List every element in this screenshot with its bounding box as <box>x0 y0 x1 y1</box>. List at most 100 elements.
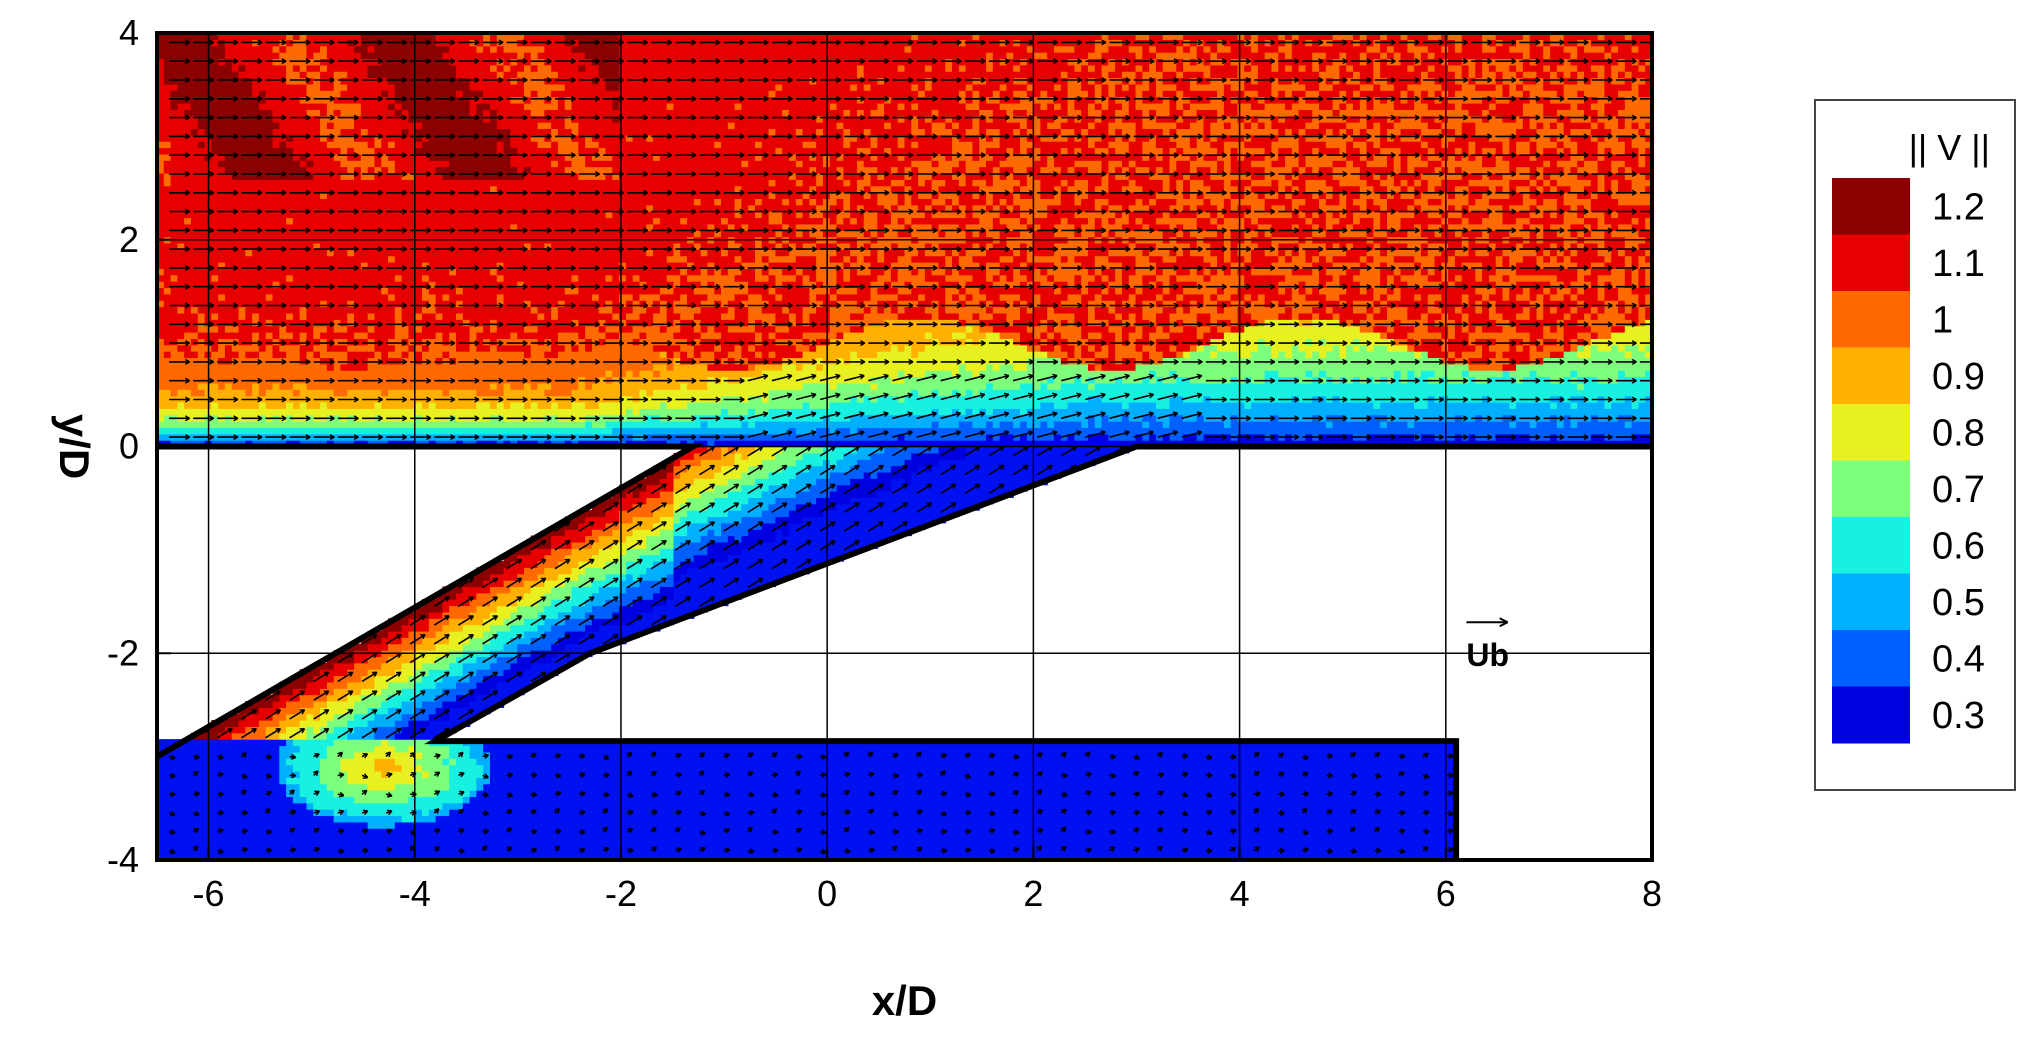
field-cell <box>415 777 423 785</box>
field-cell <box>496 809 505 817</box>
field-cell <box>401 166 410 174</box>
field-cell <box>211 45 219 53</box>
field-cell <box>469 764 477 772</box>
field-cell <box>190 262 199 269</box>
field-cell <box>435 605 444 613</box>
field-cell <box>381 370 389 378</box>
field-cell <box>449 700 457 708</box>
field-cell <box>401 223 410 231</box>
field-cell <box>299 134 308 142</box>
field-cell <box>272 198 280 206</box>
field-cell <box>401 287 410 295</box>
field-cell <box>449 624 457 632</box>
field-cell <box>177 751 185 759</box>
field-cell <box>408 122 416 130</box>
field-cell <box>394 790 403 797</box>
field-cell <box>483 281 491 289</box>
field-cell <box>306 351 314 359</box>
field-cell <box>224 122 233 130</box>
field-cell <box>462 122 471 130</box>
field-cell <box>340 382 348 390</box>
field-cell <box>157 52 165 60</box>
field-cell <box>265 217 274 225</box>
field-cell <box>272 363 280 371</box>
field-cell <box>177 758 185 766</box>
field-cell <box>422 624 430 632</box>
field-cell <box>354 764 362 772</box>
field-cell <box>483 669 491 677</box>
field-cell <box>177 338 185 346</box>
field-cell <box>381 192 389 199</box>
field-cell <box>258 64 267 72</box>
field-cell <box>476 172 484 180</box>
field-cell <box>428 630 437 638</box>
field-cell <box>456 637 464 645</box>
field-cell <box>360 217 369 225</box>
field-cell <box>469 828 477 836</box>
field-cell <box>177 230 185 238</box>
field-cell <box>292 230 301 238</box>
field-cell <box>360 688 369 696</box>
field-cell <box>177 802 185 810</box>
field-cell <box>170 255 178 263</box>
field-cell <box>496 783 505 791</box>
field-cell <box>340 802 348 810</box>
field-cell <box>442 115 450 123</box>
field-cell <box>197 828 206 836</box>
field-cell <box>347 834 355 842</box>
field-cell <box>258 331 267 339</box>
field-cell <box>456 166 464 174</box>
field-cell <box>496 351 505 359</box>
field-cell <box>422 204 430 212</box>
field-cell <box>279 83 287 91</box>
field-cell <box>163 45 172 53</box>
field-cell <box>456 389 464 397</box>
field-cell <box>442 319 450 327</box>
field-cell <box>354 83 362 91</box>
field-cell <box>388 312 396 320</box>
field-cell <box>347 179 355 187</box>
field-cell <box>381 122 389 130</box>
field-cell <box>224 821 233 829</box>
field-cell <box>245 45 253 53</box>
field-cell <box>184 306 192 314</box>
field-cell <box>333 363 342 371</box>
field-cell <box>272 745 280 753</box>
field-cell <box>326 351 335 359</box>
field-cell <box>428 204 437 212</box>
field-cell <box>401 688 410 696</box>
field-cell <box>415 83 423 91</box>
field-cell <box>435 287 444 295</box>
field-cell <box>333 414 342 422</box>
field-cell <box>374 242 382 250</box>
field-cell <box>408 726 416 734</box>
field-cell <box>286 77 294 85</box>
field-cell <box>258 790 267 797</box>
field-cell <box>415 230 423 238</box>
field-cell <box>489 599 498 607</box>
field-cell <box>462 52 471 60</box>
field-cell <box>442 153 450 161</box>
field-cell <box>265 52 274 60</box>
field-cell <box>442 408 450 416</box>
field-cell <box>299 185 308 193</box>
field-cell <box>394 223 403 231</box>
field-cell <box>279 71 287 79</box>
field-cell <box>265 382 274 390</box>
field-cell <box>184 293 192 301</box>
field-cell <box>483 102 491 110</box>
field-cell <box>184 351 192 359</box>
field-cell <box>340 90 348 98</box>
field-cell <box>326 382 335 390</box>
field-cell <box>388 821 396 829</box>
field-cell <box>184 262 192 269</box>
field-cell <box>333 796 342 804</box>
field-cell <box>388 52 396 60</box>
field-cell <box>190 408 199 416</box>
field-cell <box>422 211 430 219</box>
field-cell <box>354 739 362 747</box>
field-cell <box>367 401 376 409</box>
field-cell <box>170 147 178 155</box>
field-cell <box>462 389 471 397</box>
field-cell <box>286 370 294 378</box>
